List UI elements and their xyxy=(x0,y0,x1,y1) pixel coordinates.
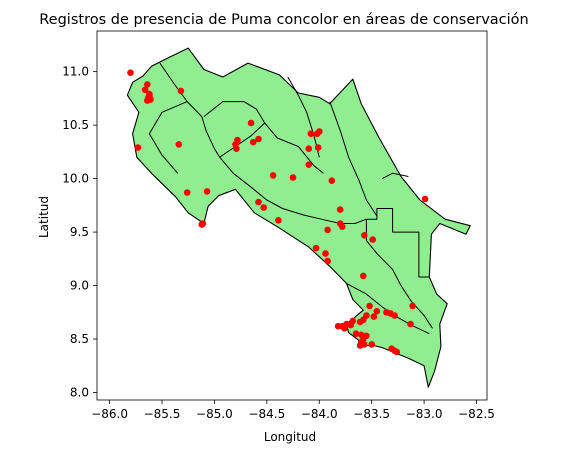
conservation-area-borders xyxy=(148,62,433,335)
area-border-5 xyxy=(287,76,320,158)
puma-record-point-25 xyxy=(314,144,322,151)
puma-record-point-59 xyxy=(334,322,342,330)
y-axis-ticks: 8.0 8.5 9.0 9.5 10.0 10.5 11.0 xyxy=(62,65,97,400)
puma-records xyxy=(127,69,429,356)
x-tick-label: −82.5 xyxy=(458,407,495,421)
area-border-10 xyxy=(366,208,430,278)
puma-record-point-16 xyxy=(255,135,262,143)
x-tick-label: −85.0 xyxy=(196,407,233,421)
puma-record-point-27 xyxy=(269,172,277,179)
puma-record-point-24 xyxy=(305,145,313,152)
puma-record-point-66 xyxy=(368,341,376,348)
puma-record-point-23 xyxy=(316,128,323,135)
puma-record-point-21 xyxy=(307,130,315,137)
puma-record-point-14 xyxy=(198,221,206,228)
puma-record-point-29 xyxy=(328,177,336,184)
x-tick-label: −85.5 xyxy=(144,407,181,421)
puma-record-point-26 xyxy=(305,161,313,168)
y-tick-label: 9.5 xyxy=(70,225,89,239)
puma-record-point-1 xyxy=(144,81,151,88)
puma-record-point-11 xyxy=(183,189,191,196)
chart-title: Registros de presencia de Puma concolor … xyxy=(39,12,529,28)
y-axis-label: Latitud xyxy=(37,196,51,238)
x-tick-label: −83.0 xyxy=(406,407,443,421)
puma-record-point-50 xyxy=(370,313,378,320)
puma-record-point-46 xyxy=(373,307,381,315)
y-tick-label: 8.0 xyxy=(70,386,89,400)
puma-record-point-40 xyxy=(322,250,329,257)
puma-record-point-36 xyxy=(324,226,331,234)
conservation-areas-map xyxy=(126,47,471,388)
area-border-3 xyxy=(219,122,266,158)
puma-record-point-42 xyxy=(360,272,367,280)
puma-record-point-0 xyxy=(127,69,134,76)
y-tick-label: 8.5 xyxy=(70,332,89,346)
y-tick-label: 10.0 xyxy=(62,172,89,186)
puma-record-point-20 xyxy=(233,145,240,152)
puma-record-point-7 xyxy=(146,92,153,100)
puma-record-point-28 xyxy=(289,174,297,181)
puma-record-point-58 xyxy=(341,325,348,332)
puma-record-point-32 xyxy=(275,217,282,224)
puma-record-point-12 xyxy=(203,188,211,195)
x-axis-label: Longitud xyxy=(264,430,316,444)
x-tick-label: −84.0 xyxy=(301,407,338,421)
puma-record-point-37 xyxy=(361,232,368,239)
puma-record-point-15 xyxy=(247,119,255,127)
x-tick-label: −84.5 xyxy=(248,407,285,421)
puma-record-point-71 xyxy=(393,348,401,356)
costa-rica-land xyxy=(126,47,471,388)
area-border-0 xyxy=(159,62,221,158)
area-border-1 xyxy=(148,101,188,174)
plot-frame xyxy=(96,30,488,401)
puma-record-point-38 xyxy=(369,236,377,243)
puma-record-point-9 xyxy=(134,144,142,151)
puma-record-point-43 xyxy=(421,195,429,203)
puma-record-point-68 xyxy=(407,320,414,328)
puma-record-point-67 xyxy=(356,342,364,349)
x-tick-label: −83.5 xyxy=(353,407,390,421)
puma-record-point-44 xyxy=(409,302,416,310)
puma-record-point-35 xyxy=(339,223,346,230)
puma-record-point-60 xyxy=(352,330,360,338)
puma-record-point-39 xyxy=(312,244,320,252)
x-tick-label: −86.0 xyxy=(91,407,128,421)
x-axis-ticks: −86.0 −85.5 −85.0 −84.5 −84.0 −83.5 −83.0 −82.5 xyxy=(91,400,495,421)
puma-record-point-2 xyxy=(141,86,149,94)
puma-record-point-33 xyxy=(336,206,344,213)
y-tick-label: 10.5 xyxy=(62,118,89,132)
puma-record-point-10 xyxy=(175,141,183,148)
area-border-8 xyxy=(365,219,433,329)
area-border-4 xyxy=(219,156,367,224)
puma-record-point-8 xyxy=(177,87,185,95)
area-border-6 xyxy=(329,101,378,217)
puma-record-point-53 xyxy=(356,318,364,326)
puma-record-point-31 xyxy=(260,204,268,211)
y-tick-label: 9.0 xyxy=(70,279,89,293)
puma-record-point-41 xyxy=(324,257,331,265)
puma-record-point-45 xyxy=(366,302,373,310)
area-border-7 xyxy=(381,172,409,180)
puma-record-point-17 xyxy=(249,138,257,146)
y-tick-label: 11.0 xyxy=(62,65,89,79)
puma-record-point-30 xyxy=(255,198,262,206)
puma-record-point-49 xyxy=(391,312,399,319)
